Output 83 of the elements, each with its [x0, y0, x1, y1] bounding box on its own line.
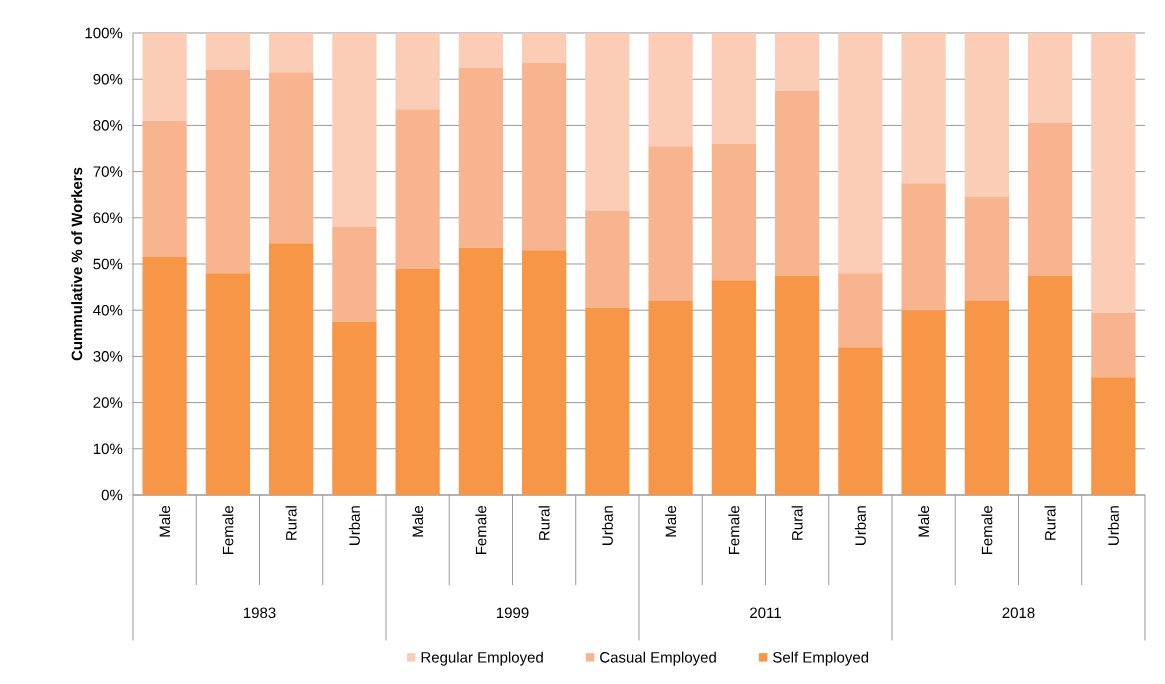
y-tick-label: 20%	[93, 397, 123, 408]
bar	[521, 33, 567, 64]
bar	[1027, 275, 1073, 495]
bar	[1091, 312, 1136, 378]
x-tick-label: Rural	[791, 506, 803, 540]
bar	[1027, 123, 1073, 276]
bar	[332, 321, 377, 495]
bar	[648, 33, 693, 147]
bar	[395, 33, 440, 110]
bar	[395, 109, 440, 269]
y-tick-label: 30%	[93, 351, 123, 362]
text: 2018	[1002, 607, 1035, 619]
bar	[964, 197, 1009, 301]
bar	[901, 310, 946, 495]
bar	[268, 243, 314, 495]
x-tick-label: Urban	[854, 506, 866, 545]
y-tick-label: 80%	[93, 120, 123, 131]
bar	[521, 63, 567, 251]
bar	[838, 33, 883, 274]
bar	[205, 273, 251, 495]
y-tick-label: 60%	[93, 212, 123, 224]
bar	[458, 67, 504, 248]
bar	[585, 210, 630, 308]
x-tick-label: Female	[981, 505, 993, 554]
bar	[711, 280, 757, 495]
x-tick-label: Urban	[1107, 506, 1119, 545]
bar	[332, 33, 377, 228]
x-tick-label: Urban	[601, 506, 613, 545]
x-tick-label: Female	[728, 505, 740, 554]
bar	[268, 72, 314, 244]
bar	[711, 33, 757, 144]
bar	[838, 347, 883, 495]
legend-label: Self Employed	[773, 651, 869, 666]
bar	[142, 257, 187, 495]
bar	[332, 227, 377, 322]
x-tick-label: Male	[412, 505, 424, 537]
y-tick-label: 50%	[93, 258, 123, 270]
legend-label: Casual Employed	[600, 651, 716, 666]
bar	[648, 300, 693, 495]
bar	[395, 268, 440, 495]
x-tick-label: Rural	[285, 506, 297, 540]
bar	[901, 33, 946, 184]
x-tick-label: Male	[159, 505, 171, 537]
text: 1983	[243, 607, 276, 619]
x-tick-label: Rural	[538, 506, 550, 540]
bar	[205, 69, 251, 274]
bar	[774, 33, 820, 91]
y-tick-label: 0%	[101, 489, 123, 501]
bar	[458, 247, 504, 495]
bar	[458, 33, 504, 68]
x-tick-label: Male	[918, 505, 930, 537]
bar	[268, 33, 314, 73]
bar	[521, 250, 567, 495]
bar	[774, 90, 820, 276]
y-tick-label: 10%	[93, 443, 123, 455]
bar	[1027, 33, 1073, 124]
bar	[585, 307, 630, 495]
bar	[838, 273, 883, 348]
bar	[964, 33, 1009, 198]
bar	[901, 183, 946, 311]
y-tick-label: 40%	[93, 304, 123, 316]
x-tick-label: Rural	[1044, 506, 1056, 540]
x-tick-label: Urban	[348, 506, 360, 545]
bar	[205, 33, 251, 70]
y-tick-label: 90%	[93, 73, 123, 85]
x-tick-label: Female	[222, 505, 234, 554]
text: 1999	[496, 607, 529, 619]
bar	[648, 146, 693, 301]
y-tick-label: 100%	[85, 27, 123, 39]
bar	[142, 120, 187, 258]
x-tick-label: Female	[475, 505, 487, 554]
x-tick-label: Male	[665, 505, 677, 537]
bar	[142, 33, 187, 121]
bar	[711, 143, 757, 281]
bar	[964, 300, 1009, 495]
y-tick-label: 70%	[93, 166, 123, 177]
bar	[1091, 33, 1136, 313]
text: 2011	[750, 607, 781, 619]
bar	[774, 275, 820, 495]
y-axis-title: Cummulative % of Workers	[71, 167, 83, 361]
bar	[585, 33, 630, 211]
bar	[1091, 377, 1136, 495]
legend-label: Regular Employed	[421, 651, 543, 666]
